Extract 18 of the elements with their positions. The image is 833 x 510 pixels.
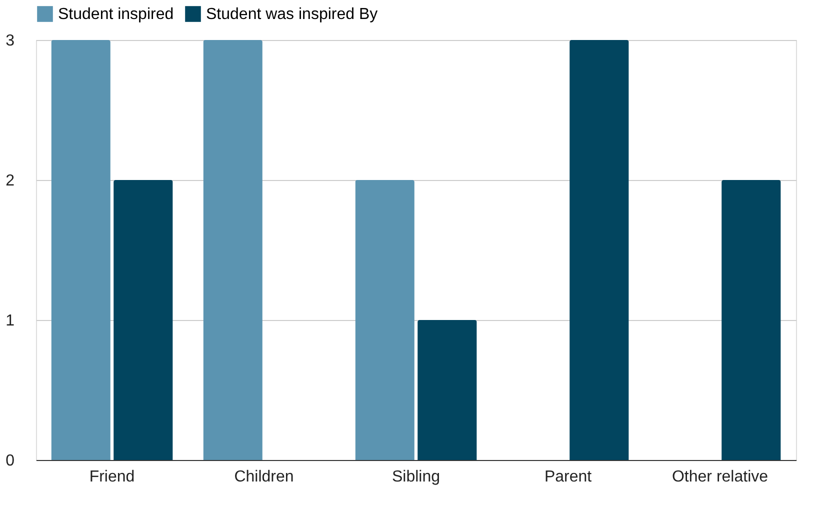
bar [114,180,173,460]
x-tick-label: Parent [544,468,592,486]
bar [722,180,781,460]
x-tick-label: Sibling [392,468,440,486]
bar [51,40,110,460]
y-tick-label: 2 [6,172,15,190]
x-tick-label: Children [234,468,294,486]
y-tick-label: 1 [6,312,15,330]
bar [355,180,414,460]
bar [418,320,477,460]
x-tick-label: Friend [89,468,135,486]
y-tick-label: 0 [6,452,15,470]
x-tick-label: Other relative [672,468,768,486]
legend-label: Student inspired [58,6,174,23]
y-tick-label: 3 [6,32,15,50]
bar [570,40,629,460]
legend-label: Student was inspired By [206,6,378,23]
bar [203,40,262,460]
